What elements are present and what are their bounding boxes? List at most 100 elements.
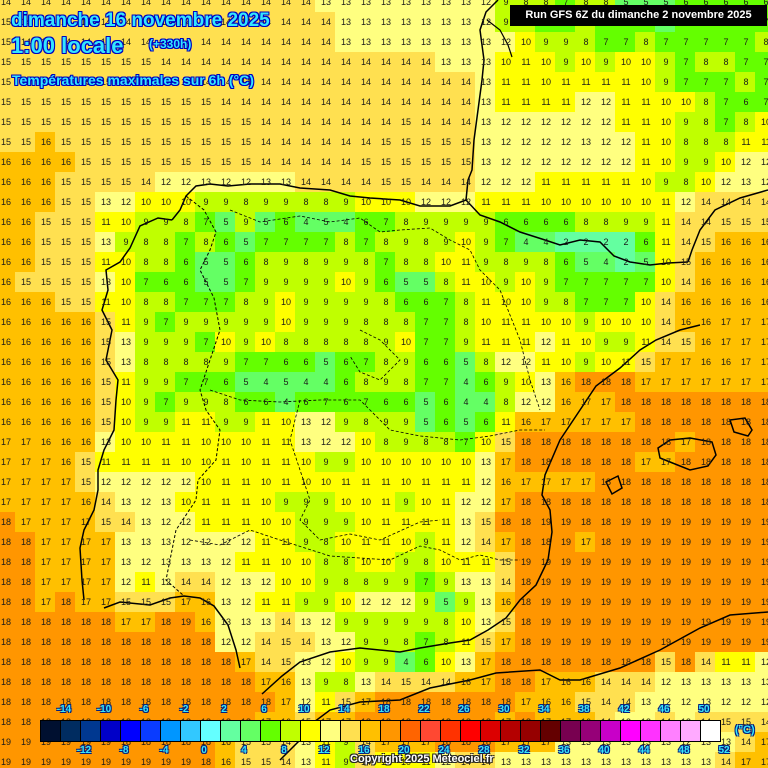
grid-value: 18 xyxy=(640,657,651,667)
grid-value: 13 xyxy=(200,177,211,187)
grid-value: 17 xyxy=(580,537,591,547)
grid-value: 13 xyxy=(300,757,311,767)
grid-value: 16 xyxy=(280,677,291,687)
grid-value: 15 xyxy=(100,397,111,407)
grid-value: 10 xyxy=(300,557,311,567)
grid-value: 18 xyxy=(500,517,511,527)
grid-value: 13 xyxy=(440,57,451,67)
grid-value: 12 xyxy=(500,157,511,167)
grid-value: 10 xyxy=(120,277,131,287)
grid-value: 10 xyxy=(420,497,431,507)
legend-label-bottom: 16 xyxy=(358,745,370,756)
grid-value: 19 xyxy=(740,577,751,587)
grid-value: 13 xyxy=(480,597,491,607)
grid-value: 15 xyxy=(380,157,391,167)
legend-swatch xyxy=(221,721,241,741)
grid-value: 18 xyxy=(540,497,551,507)
grid-value: 19 xyxy=(580,597,591,607)
grid-value: 18 xyxy=(720,437,731,447)
grid-value: 19 xyxy=(60,757,71,767)
grid-value: 17 xyxy=(100,597,111,607)
grid-value: 16 xyxy=(20,297,31,307)
grid-value: 7 xyxy=(763,57,768,67)
grid-value: 18 xyxy=(100,617,111,627)
grid-value: 10 xyxy=(660,117,671,127)
grid-value: 10 xyxy=(400,457,411,467)
grid-value: 17 xyxy=(720,377,731,387)
legend-swatch xyxy=(621,721,641,741)
grid-value: 9 xyxy=(223,197,229,207)
grid-value: 16 xyxy=(200,597,211,607)
grid-value: 18 xyxy=(60,637,71,647)
grid-value: 11 xyxy=(461,477,471,487)
grid-value: 7 xyxy=(603,37,609,47)
grid-value: 18 xyxy=(760,497,768,507)
grid-value: 17 xyxy=(760,757,768,767)
grid-value: 14 xyxy=(500,577,511,587)
grid-value: 19 xyxy=(720,537,731,547)
grid-value: 18 xyxy=(640,437,651,447)
grid-value: 17 xyxy=(680,377,691,387)
grid-value: 18 xyxy=(640,397,651,407)
grid-value: 11 xyxy=(501,77,511,87)
grid-value: 16 xyxy=(80,317,91,327)
legend-swatch xyxy=(641,721,661,741)
grid-value: 7 xyxy=(603,277,609,287)
grid-value: 18 xyxy=(120,637,131,647)
legend-label-top: -10 xyxy=(96,704,112,715)
grid-value: 10 xyxy=(580,337,591,347)
grid-value: 19 xyxy=(680,537,691,547)
grid-value: 18 xyxy=(580,377,591,387)
legend-label-bottom: 48 xyxy=(678,745,690,756)
grid-value: 13 xyxy=(400,37,411,47)
grid-value: 13 xyxy=(460,37,471,47)
grid-value: 5 xyxy=(463,417,469,427)
grid-value: 14 xyxy=(380,117,391,127)
grid-value: 6 xyxy=(563,217,569,227)
grid-value: 11 xyxy=(181,437,191,447)
grid-value: 19 xyxy=(580,557,591,567)
grid-value: 14 xyxy=(640,677,651,687)
grid-value: 18 xyxy=(600,437,611,447)
grid-value: 12 xyxy=(220,177,231,187)
grid-value: 8 xyxy=(323,197,329,207)
legend-label-top: 10 xyxy=(298,704,310,715)
grid-value: 11 xyxy=(161,457,171,467)
grid-value: 15 xyxy=(700,237,711,247)
grid-value: 10 xyxy=(640,57,651,67)
grid-value: 19 xyxy=(0,737,11,747)
grid-value: 14 xyxy=(320,57,331,67)
grid-value: 17 xyxy=(540,477,551,487)
grid-value: 15 xyxy=(80,297,91,307)
grid-value: 16 xyxy=(700,297,711,307)
grid-value: 8 xyxy=(343,237,349,247)
grid-value: 18 xyxy=(620,477,631,487)
grid-value: 16 xyxy=(60,357,71,367)
grid-value: 9 xyxy=(243,337,249,347)
grid-value: 14 xyxy=(260,57,271,67)
grid-value: 15 xyxy=(40,117,51,127)
grid-value: 15 xyxy=(240,737,251,747)
grid-value: 12 xyxy=(160,517,171,527)
grid-value: 16 xyxy=(20,157,31,167)
run-info-banner: Run GFS 6Z du dimanche 2 novembre 2025 xyxy=(510,5,767,26)
grid-value: 10 xyxy=(580,57,591,67)
grid-value: 9 xyxy=(363,617,369,627)
grid-value: 5 xyxy=(203,277,209,287)
grid-value: 11 xyxy=(501,417,511,427)
grid-value: 16 xyxy=(740,277,751,287)
grid-value: 10 xyxy=(660,137,671,147)
grid-value: 14 xyxy=(280,157,291,167)
grid-value: 14 xyxy=(220,17,231,27)
grid-value: 11 xyxy=(221,497,231,507)
grid-value: 15 xyxy=(400,157,411,167)
grid-value: 7 xyxy=(443,297,449,307)
grid-value: 8 xyxy=(403,377,409,387)
grid-value: 13 xyxy=(360,17,371,27)
grid-value: 7 xyxy=(683,57,689,67)
grid-value: 10 xyxy=(700,177,711,187)
grid-value: 14 xyxy=(360,137,371,147)
grid-value: 13 xyxy=(640,737,651,747)
grid-value: 16 xyxy=(0,417,11,427)
grid-value: 15 xyxy=(440,157,451,167)
